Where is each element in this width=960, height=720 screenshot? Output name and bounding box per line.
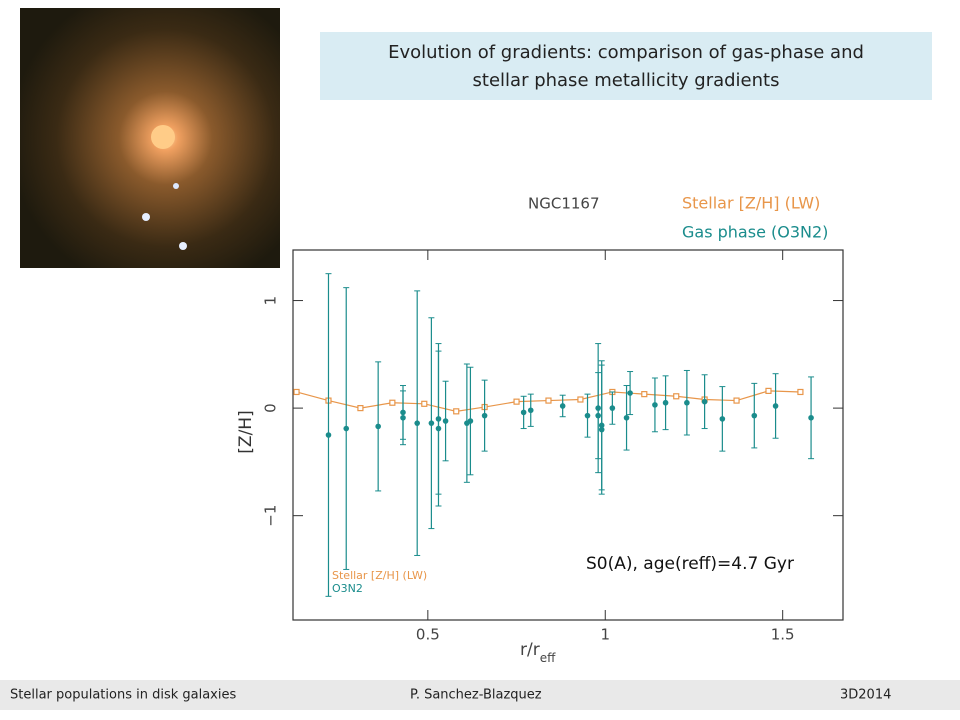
point <box>325 432 332 438</box>
point <box>520 409 527 416</box>
point <box>577 396 584 403</box>
x-tick-label: 1.5 <box>771 626 795 644</box>
point <box>584 412 591 419</box>
point <box>772 403 779 409</box>
legend-label: Stellar [Z/H] (LW) <box>682 194 820 213</box>
point <box>595 405 601 411</box>
title-box <box>320 32 932 100</box>
galaxy-core <box>151 125 175 149</box>
star <box>173 183 179 189</box>
chart-title: NGC1167 <box>528 195 600 213</box>
legend-label: Gas phase (O3N2) <box>682 223 828 242</box>
point <box>389 399 396 406</box>
point <box>595 412 601 419</box>
point <box>343 425 350 432</box>
footer-text: Stellar populations in disk galaxies <box>10 688 236 703</box>
x-axis-label: r/r <box>520 640 540 660</box>
galaxy-image <box>20 8 280 268</box>
point <box>733 397 740 404</box>
point <box>375 423 381 430</box>
point <box>598 422 605 429</box>
point <box>641 391 648 398</box>
point <box>400 414 406 421</box>
point <box>357 405 364 412</box>
plot: 0.5 1 1.5 −1 0 1 NGC1167 [Z/H] r/reff S0(A), age(… <box>236 194 844 665</box>
point <box>701 398 708 405</box>
point <box>623 414 630 421</box>
point <box>808 414 814 421</box>
point <box>609 405 616 411</box>
footer-text: P. Sanchez-Blazquez <box>410 688 542 703</box>
point <box>662 399 669 406</box>
footer-bar <box>0 680 960 710</box>
point <box>652 402 658 408</box>
point <box>719 416 726 422</box>
x-axis-label-sub: eff <box>540 651 556 665</box>
plot-frame <box>292 249 844 621</box>
slide-title: Evolution of gradients: comparison of ga… <box>388 42 864 63</box>
point <box>435 425 442 432</box>
point <box>559 403 566 409</box>
star <box>179 242 187 250</box>
point <box>797 388 804 396</box>
point <box>442 418 449 424</box>
point <box>293 388 300 396</box>
point <box>751 412 758 419</box>
y-axis-label: [Z/H] <box>236 410 256 453</box>
point <box>627 390 633 396</box>
point <box>481 412 488 419</box>
y-tick-label: 0 <box>262 403 280 413</box>
y-tick-label: −1 <box>262 505 280 527</box>
point <box>414 420 420 426</box>
x-axis-label: r/reff <box>520 640 556 665</box>
point <box>598 426 605 433</box>
point <box>545 397 552 404</box>
y-tick-label: 1 <box>262 296 280 306</box>
slide-title: stellar phase metallicity gradients <box>473 70 780 91</box>
x-tick-label: 1 <box>600 626 610 644</box>
point <box>527 407 534 414</box>
point <box>684 399 690 406</box>
star <box>142 213 150 221</box>
point <box>513 398 520 405</box>
point <box>421 400 428 407</box>
point <box>673 393 680 400</box>
inner-legend-label: O3N2 <box>332 582 363 595</box>
inner-legend-label: Stellar [Z/H] (LW) <box>332 569 427 582</box>
point <box>428 420 435 426</box>
footer-text: 3D2014 <box>840 688 891 703</box>
annotation: S0(A), age(reff)=4.7 Gyr <box>586 554 794 574</box>
point <box>453 408 460 415</box>
point <box>765 387 772 395</box>
x-tick-label: 0.5 <box>416 626 440 644</box>
point <box>435 416 442 422</box>
point <box>467 418 474 424</box>
point <box>400 409 406 416</box>
